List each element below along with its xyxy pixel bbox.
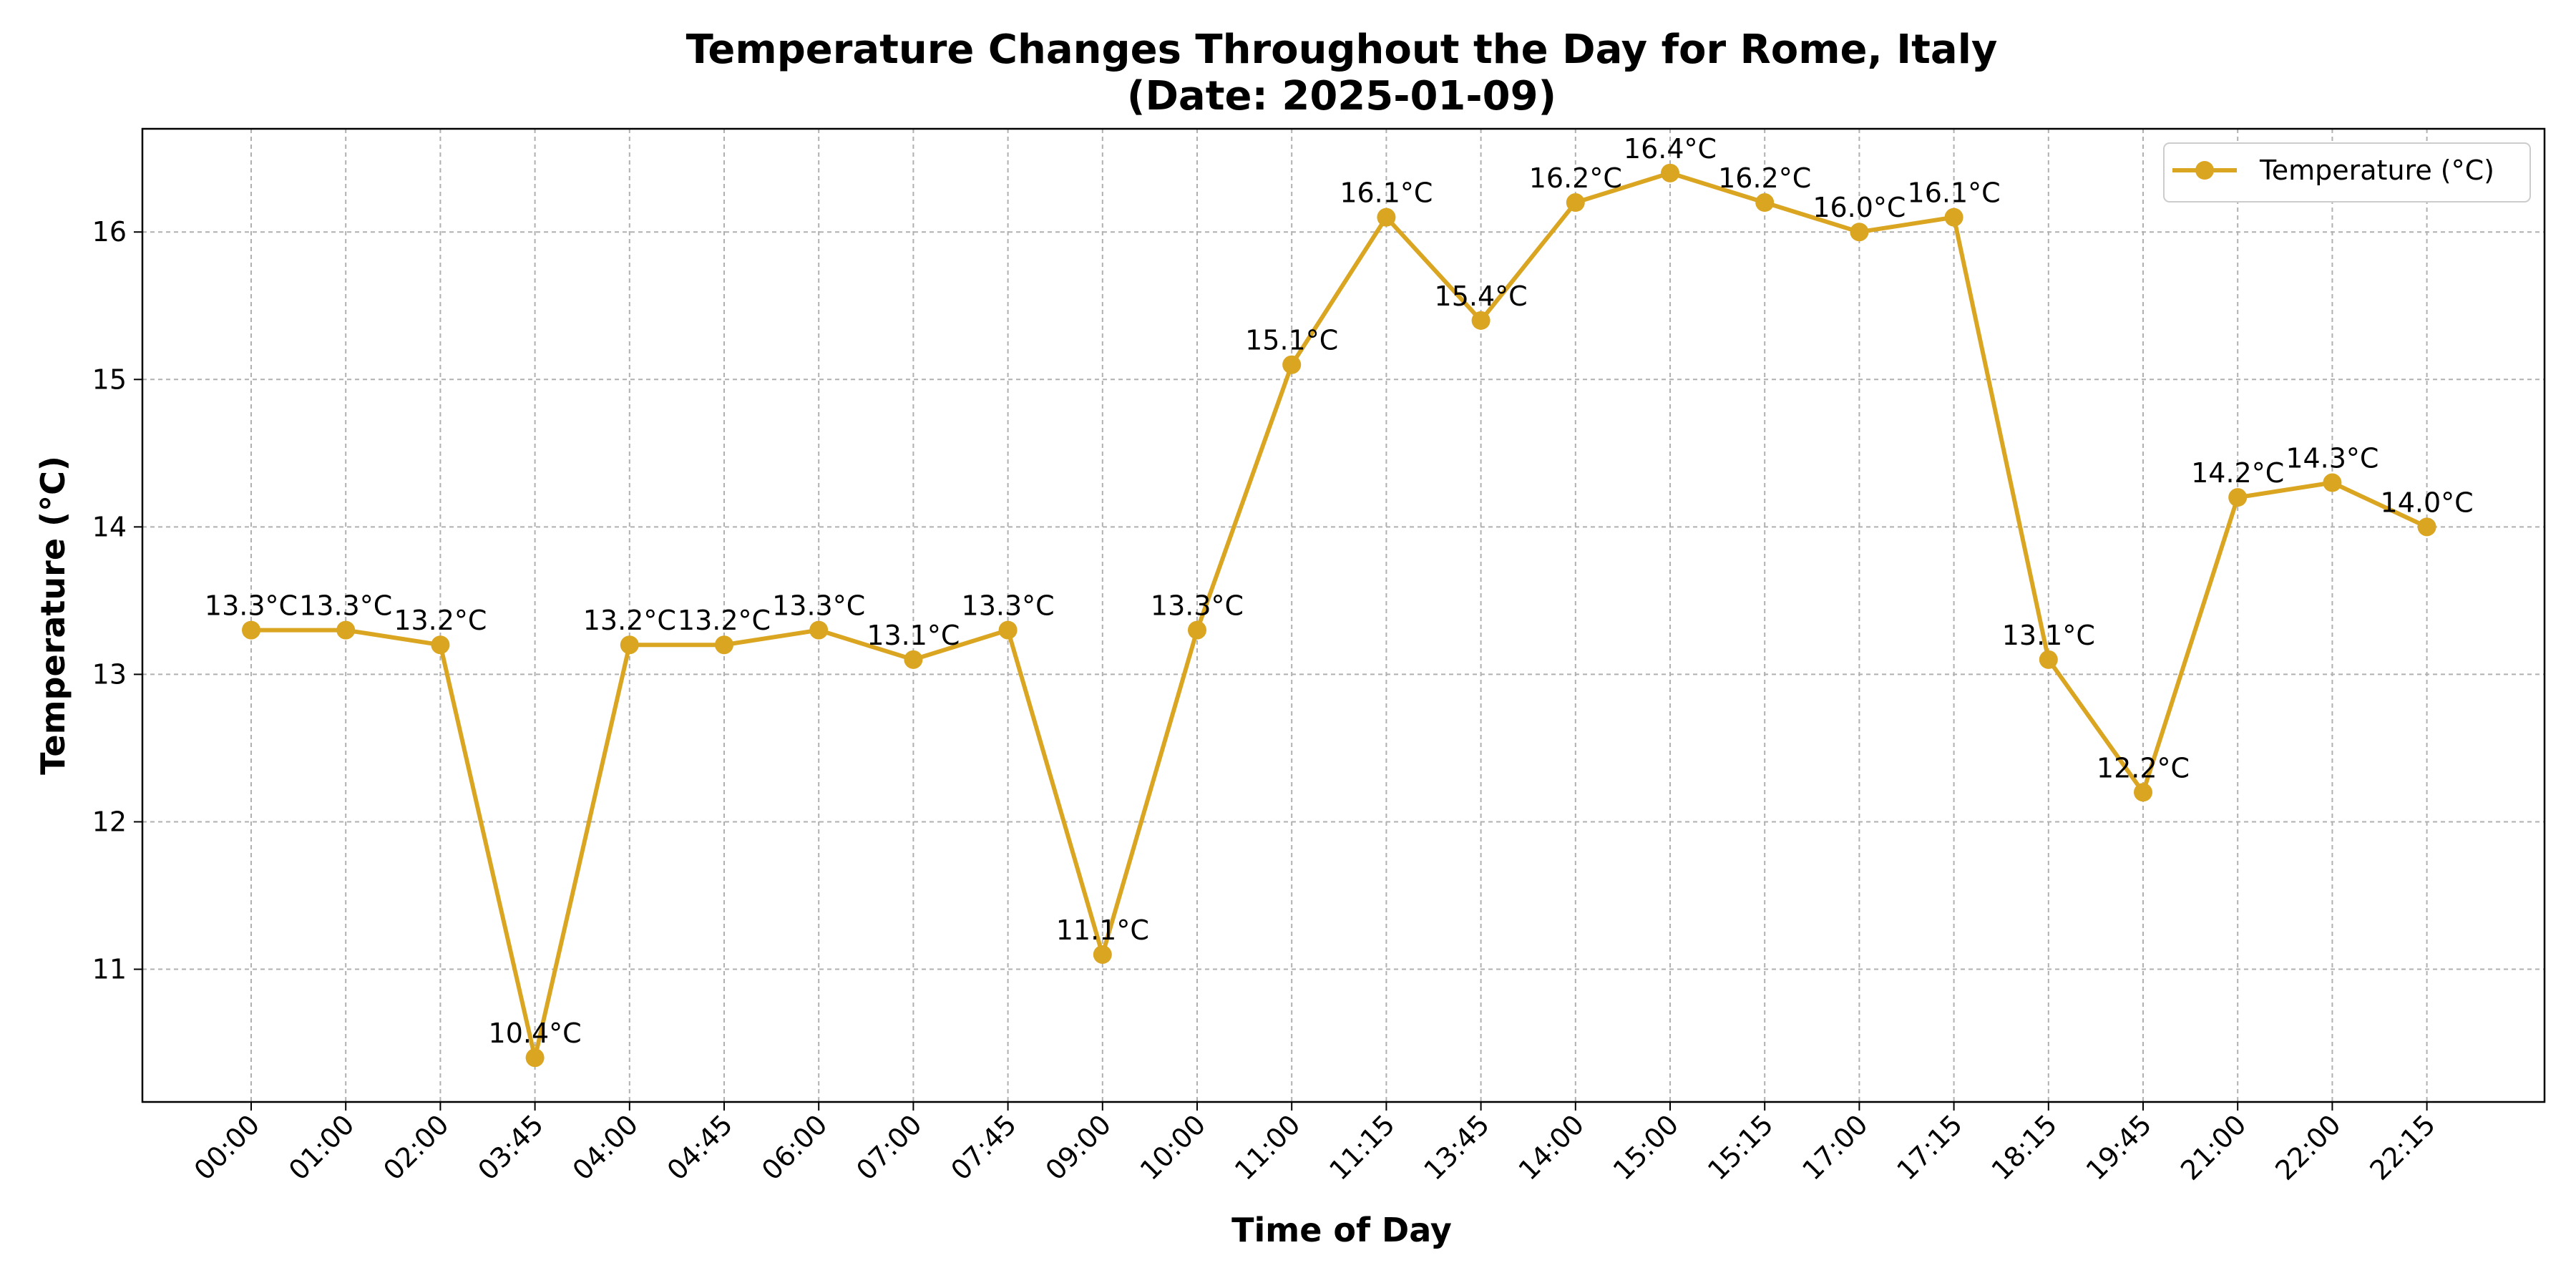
data-point-marker bbox=[2323, 473, 2342, 492]
data-point-marker bbox=[2039, 650, 2058, 669]
grid-lines bbox=[142, 129, 2545, 1102]
data-label: 13.1°C bbox=[2002, 620, 2095, 651]
y-tick-label: 11 bbox=[92, 954, 127, 985]
legend: Temperature (°C) bbox=[2163, 142, 2531, 203]
data-label: 13.2°C bbox=[678, 605, 771, 636]
data-label: 16.2°C bbox=[1529, 162, 1622, 194]
data-point-marker bbox=[1377, 208, 1396, 227]
legend-entry-temperature: Temperature (°C) bbox=[2259, 155, 2494, 186]
data-label: 13.1°C bbox=[867, 620, 960, 651]
data-label: 13.3°C bbox=[299, 590, 392, 622]
data-point-marker bbox=[431, 635, 450, 655]
data-point-marker bbox=[1566, 193, 1585, 213]
y-tick-label: 15 bbox=[92, 364, 127, 395]
data-label: 13.2°C bbox=[394, 605, 487, 636]
data-label: 13.2°C bbox=[583, 605, 676, 636]
data-point-marker bbox=[2134, 783, 2152, 802]
data-point-marker bbox=[336, 620, 356, 640]
data-point-marker bbox=[1850, 223, 1869, 242]
data-point-marker bbox=[809, 620, 829, 640]
data-point-marker bbox=[715, 635, 733, 655]
data-label: 15.1°C bbox=[1245, 325, 1338, 356]
data-point-marker bbox=[1188, 620, 1206, 640]
data-label: 16.1°C bbox=[1340, 177, 1433, 209]
data-point-marker bbox=[998, 620, 1018, 640]
data-label: 10.4°C bbox=[489, 1018, 582, 1049]
y-tick-label: 14 bbox=[92, 511, 127, 542]
data-label: 14.3°C bbox=[2285, 443, 2379, 474]
data-label: 14.2°C bbox=[2191, 457, 2284, 489]
data-label: 13.3°C bbox=[1151, 590, 1244, 622]
data-labels: 13.3°C 13.3°C 13.2°C10.4°C13.2°C 13.2°C 13.3… bbox=[205, 133, 2474, 1049]
x-axis-label: Time of Day bbox=[1231, 1211, 1452, 1249]
data-point-marker bbox=[1471, 311, 1491, 330]
data-point-marker bbox=[1944, 208, 1963, 227]
chart-title: Temperature Changes Throughout the Day f… bbox=[686, 26, 1998, 73]
y-tick-label: 16 bbox=[92, 216, 127, 248]
data-point-marker bbox=[2417, 517, 2436, 537]
data-label: 16.0°C bbox=[1813, 192, 1906, 223]
data-label: 16.2°C bbox=[1718, 162, 1811, 194]
y-axis-label: Temperature (°C) bbox=[34, 456, 72, 775]
data-label: 16.1°C bbox=[1908, 177, 2001, 209]
data-label: 16.4°C bbox=[1624, 133, 1717, 165]
legend-box bbox=[2163, 142, 2531, 203]
series-temperature bbox=[242, 163, 2436, 1068]
data-label: 13.3°C bbox=[962, 590, 1055, 622]
data-point-marker bbox=[1282, 355, 1302, 374]
plot-area-frame bbox=[141, 127, 2546, 1103]
data-point-marker bbox=[525, 1048, 545, 1068]
data-label: 14.0°C bbox=[2381, 487, 2474, 518]
data-point-marker bbox=[242, 620, 260, 640]
data-label: 11.1°C bbox=[1056, 914, 1149, 946]
data-label: 12.2°C bbox=[2097, 752, 2190, 784]
data-label: 13.3°C bbox=[205, 590, 298, 622]
y-tick-label: 12 bbox=[92, 806, 127, 837]
y-tick-label: 13 bbox=[92, 658, 127, 690]
chart-subtitle: (Date: 2025-01-09) bbox=[1127, 73, 1556, 119]
data-point-marker bbox=[620, 635, 639, 655]
data-point-marker bbox=[1755, 193, 1775, 213]
data-label: 15.4°C bbox=[1435, 280, 1528, 312]
data-label: 13.3°C bbox=[772, 590, 865, 622]
data-point-marker bbox=[2228, 488, 2248, 507]
data-point-marker bbox=[1661, 163, 1679, 182]
data-point-marker bbox=[904, 650, 923, 669]
data-point-marker bbox=[1093, 945, 1112, 964]
legend-marker-swatch bbox=[2195, 161, 2214, 180]
series-line-temperature bbox=[249, 170, 2429, 1060]
